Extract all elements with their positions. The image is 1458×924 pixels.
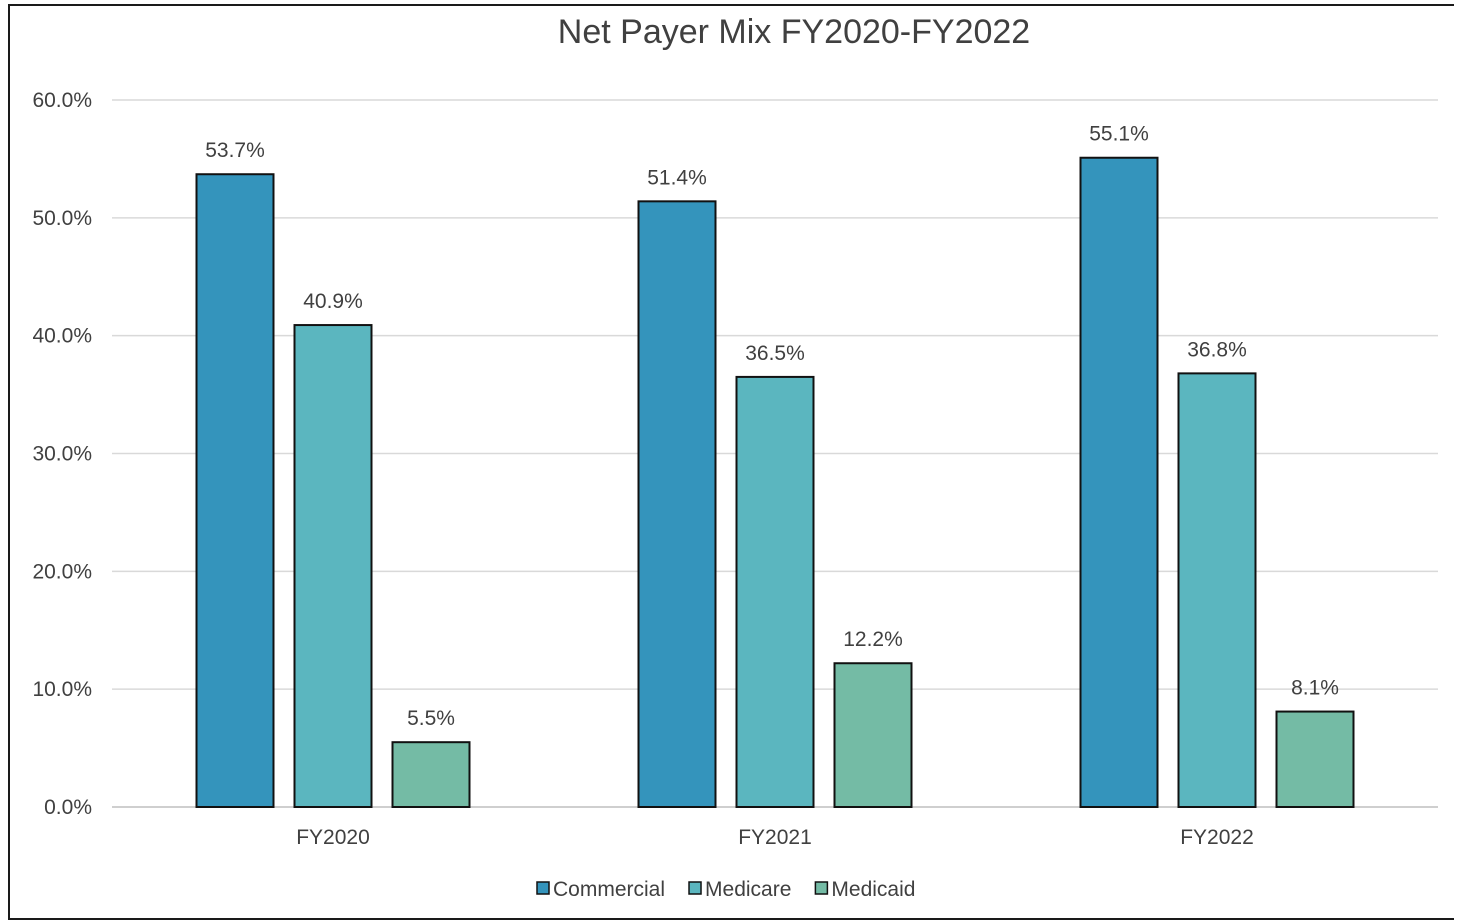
y-tick-label: 60.0% [32, 89, 92, 112]
y-tick-label: 50.0% [32, 207, 92, 230]
data-labels: 53.7% 40.9% 5.5% 51.4% 36.5% 12.2% 55.1% 36.8% 8… [205, 123, 1339, 730]
y-tick-label: 10.0% [32, 678, 92, 701]
bar-medicaid-fy2020 [391, 741, 471, 808]
x-category-label: FY2020 [296, 826, 370, 849]
data-label: 12.2% [843, 628, 903, 651]
legend-label-medicare: Medicare [705, 878, 791, 901]
bar-commercial-fy2022 [1079, 156, 1159, 808]
legend-label-medicaid: Medicaid [831, 878, 915, 901]
data-label: 5.5% [407, 707, 455, 730]
data-label: 40.9% [303, 290, 363, 313]
legend-swatch-medicare [688, 881, 702, 895]
data-label: 51.4% [647, 166, 707, 189]
legend: Commercial Medicare Medicaid [536, 878, 915, 901]
bar-medicare-fy2020 [293, 324, 373, 808]
data-label: 36.8% [1187, 338, 1247, 361]
legend-swatch-medicaid [814, 881, 829, 895]
y-tick-label: 40.0% [32, 325, 92, 348]
data-label: 36.5% [745, 342, 805, 365]
bar-commercial-fy2021 [637, 200, 717, 808]
bar-medicaid-fy2022 [1275, 710, 1355, 808]
chart-title: Net Payer Mix FY2020-FY2022 [558, 13, 1030, 51]
data-label: 8.1% [1291, 677, 1339, 700]
y-tick-label: 20.0% [32, 560, 92, 583]
y-axis-tick-labels: 0.0% 10.0% 20.0% 30.0% 40.0% 50.0% 60.0% [32, 89, 92, 819]
bar-medicaid-fy2021 [833, 662, 913, 809]
x-axis-category-labels: FY2020 FY2021 FY2022 [296, 826, 1254, 849]
x-category-label: FY2021 [738, 826, 812, 849]
data-label: 55.1% [1089, 123, 1149, 146]
bar-commercial-fy2020 [195, 173, 275, 809]
bars [195, 156, 1355, 809]
x-category-label: FY2022 [1180, 826, 1254, 849]
legend-label-commercial: Commercial [553, 878, 665, 901]
bar-medicare-fy2022 [1177, 372, 1257, 808]
data-label: 53.7% [205, 139, 265, 162]
legend-swatch-commercial [536, 881, 550, 895]
y-tick-label: 30.0% [32, 443, 92, 466]
bar-medicare-fy2021 [735, 375, 815, 808]
y-tick-label: 0.0% [44, 796, 92, 819]
